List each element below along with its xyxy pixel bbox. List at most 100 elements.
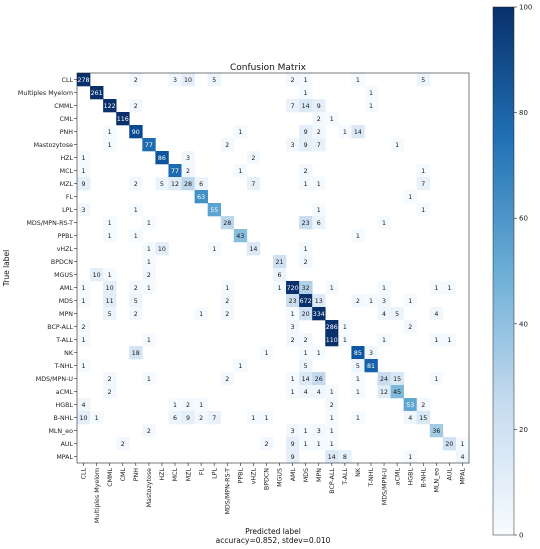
cell-value-label: 3: [382, 298, 386, 305]
cell-value-label: 14: [354, 129, 362, 136]
cell-value-label: 5: [160, 181, 164, 188]
y-tick-label: CML: [60, 116, 74, 123]
heatmap-cell: [273, 255, 287, 269]
cell-value-label: 23: [289, 298, 297, 305]
heatmap-cell: [90, 411, 104, 425]
cell-value-label: 28: [223, 220, 231, 227]
cell-value-label: 1: [330, 441, 334, 448]
cell-value-label: 1: [369, 103, 373, 110]
heatmap-cell: [103, 138, 117, 152]
cell-value-label: 2: [147, 428, 151, 435]
heatmap-cell: [299, 385, 313, 399]
heatmap-cell: [351, 294, 365, 308]
cell-value-label: 1: [369, 90, 373, 97]
cell-value-label: 2: [134, 285, 138, 292]
heatmap-cell: [194, 398, 208, 412]
heatmap-cell: [129, 73, 143, 87]
heatmap-cell: [377, 307, 391, 321]
cell-value-label: 2: [317, 129, 321, 136]
cell-value-label: 2: [82, 324, 86, 331]
cell-value-label: 1: [108, 220, 112, 227]
cell-value-label: 1: [108, 233, 112, 240]
cell-value-label: 1: [434, 337, 438, 344]
cell-value-label: 1: [356, 233, 360, 240]
heatmap-cell: [77, 177, 91, 191]
heatmap-cell: [273, 268, 287, 282]
cell-value-label: 2: [291, 77, 295, 84]
cell-value-label: 1: [173, 402, 177, 409]
heatmap-cell: [142, 281, 156, 295]
colorbar-tick-label: 0: [519, 532, 523, 540]
cell-value-label: 20: [302, 311, 310, 318]
heatmap-cell: [168, 411, 182, 425]
cell-value-label: 12: [380, 389, 388, 396]
y-tick-label: MDS: [59, 298, 73, 305]
cell-value-label: 43: [236, 233, 244, 240]
heatmap-cell: [103, 372, 117, 386]
cell-value-label: 1: [147, 246, 151, 253]
cell-value-label: 1: [108, 142, 112, 149]
cell-value-label: 7: [291, 103, 295, 110]
cell-value-label: 1: [82, 337, 86, 344]
y-axis-label: True label: [2, 250, 11, 287]
cell-value-label: 32: [302, 285, 310, 292]
heatmap-cell: [194, 307, 208, 321]
heatmap-cell: [77, 333, 91, 347]
x-axis-sublabel: accuracy=0.852, stdev=0.010: [216, 536, 331, 545]
heatmap-cell: [194, 177, 208, 191]
cell-value-label: 2: [108, 376, 112, 383]
cell-value-label: 12: [171, 181, 179, 188]
cell-value-label: 9: [304, 142, 308, 149]
cell-value-label: 1: [304, 90, 308, 97]
cell-value-label: 1: [108, 129, 112, 136]
heatmap-cell: [286, 385, 300, 399]
heatmap-cell: [286, 437, 300, 451]
heatmap-cell: [312, 112, 326, 126]
heatmap-cell: [286, 450, 300, 464]
heatmap-cell: [181, 151, 195, 165]
cell-value-label: 1: [225, 285, 229, 292]
cell-value-label: 2: [317, 116, 321, 123]
x-tick-label: NK: [355, 467, 362, 477]
x-tick-label: CLL: [81, 468, 88, 480]
heatmap-cell: [312, 307, 326, 321]
cell-value-label: 8: [343, 454, 347, 461]
heatmap-cell: [312, 385, 326, 399]
heatmap-cell: [77, 151, 91, 165]
cell-value-label: 1: [147, 337, 151, 344]
y-tick-label: MZL: [60, 181, 74, 188]
x-tick-label: Multiples Myelom: [94, 468, 101, 523]
heatmap-cell: [325, 411, 339, 425]
heatmap-cell: [259, 346, 274, 360]
x-tick-label: MPAL: [460, 468, 467, 485]
heatmap-cell: [403, 398, 418, 412]
heatmap-cell: [299, 372, 313, 386]
cell-value-label: 1: [82, 285, 86, 292]
cell-value-label: 5: [421, 77, 425, 84]
heatmap-cell: [351, 346, 365, 360]
cell-value-label: 3: [186, 155, 190, 162]
cell-value-label: 10: [106, 285, 114, 292]
cell-value-label: 116: [117, 116, 129, 123]
cell-value-label: 1: [421, 168, 425, 175]
colorbar-tick-label: 20: [519, 426, 528, 434]
cell-value-label: 20: [445, 441, 453, 448]
cell-value-label: 2: [408, 324, 412, 331]
heatmap-cell: [377, 281, 391, 295]
heatmap-cell: [403, 320, 418, 334]
heatmap-cell: [351, 385, 365, 399]
heatmap-cell: [142, 372, 156, 386]
y-tick-label: MCL: [60, 168, 74, 175]
y-tick-label: aCML: [56, 389, 74, 396]
cell-value-label: 5: [108, 311, 112, 318]
heatmap-cell: [390, 385, 404, 399]
cell-value-label: 1: [212, 246, 216, 253]
heatmap-cell: [129, 229, 143, 243]
cell-value-label: 286: [326, 324, 338, 331]
cell-value-label: 1: [264, 415, 268, 422]
y-tick-label: Multiples Myelom: [18, 90, 73, 97]
y-tick-label: MPAL: [56, 454, 73, 461]
heatmap-cell: [142, 242, 156, 256]
cell-value-label: 2: [147, 272, 151, 279]
